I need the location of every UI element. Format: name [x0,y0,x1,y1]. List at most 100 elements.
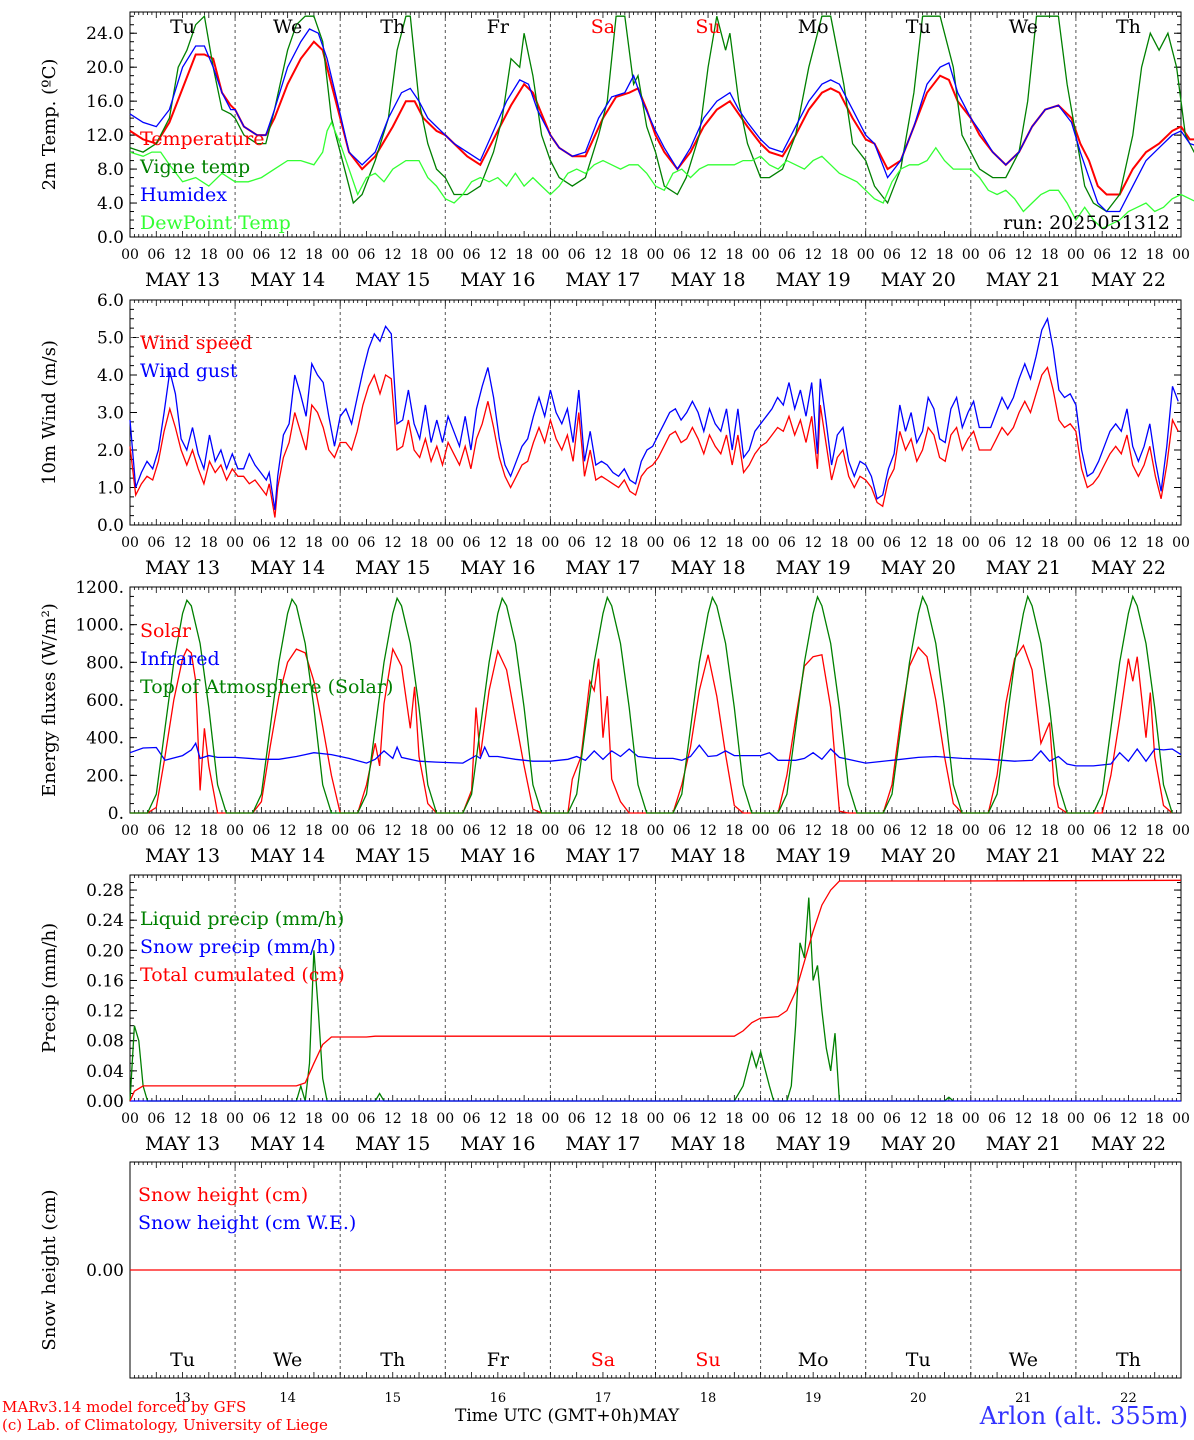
model-credit-line2: (c) Lab. of Climatology, University of L… [2,1416,328,1434]
day-label: MAY 19 [776,1133,851,1155]
hour-label: 18 [1146,823,1164,839]
panel-2: 0.0 1.0 2.0 3.0 4.0 5.0 6.0 10m Wind (m/s) Wind … [39,291,1190,579]
weekday-label: We [273,1349,302,1371]
weekday-label: Th [1116,1349,1141,1371]
hour-label: 12 [489,823,507,839]
hour-label: 12 [174,535,192,551]
day-label: MAY 14 [250,557,325,579]
model-credit: MARv3.14 model forced by GFS (c) Lab. of … [2,1398,328,1434]
y-tick-label: 400. [86,729,124,749]
legend-entry: DewPoint Temp [140,212,291,234]
day-number-label: 16 [490,1391,507,1406]
hour-label: 00 [121,247,139,263]
hour-label: 12 [489,247,507,263]
series-line-humidex [129,28,1194,213]
hour-label: 18 [305,247,323,263]
day-label: MAY 18 [670,269,745,291]
day-label: MAY 22 [1091,557,1166,579]
day-label: MAY 16 [460,845,535,867]
y-axis-label: Precip (mm/h) [39,923,60,1053]
day-label: MAY 20 [881,557,956,579]
y-tick-label: 8.0 [97,160,124,180]
weekday-label: Sa [591,16,615,38]
hour-label: 18 [200,823,218,839]
day-label: MAY 18 [670,1133,745,1155]
day-label: MAY 13 [145,269,220,291]
y-tick-label: 0. [108,804,124,824]
hour-label: 00 [962,247,980,263]
hour-label: 00 [541,535,559,551]
hour-label: 06 [673,247,691,263]
hour-label: 00 [962,1111,980,1127]
hour-label: 18 [305,1111,323,1127]
series-line-total-cumulated-cm- [129,879,1182,1102]
hour-label: 12 [279,535,297,551]
hour-label: 00 [1067,823,1085,839]
series-line-infrared [129,741,1182,767]
day-label: MAY 18 [670,845,745,867]
hour-label: 06 [778,247,796,263]
hour-label: 06 [568,1111,586,1127]
hour-label: 00 [121,535,139,551]
hour-label: 18 [305,535,323,551]
hour-label: 00 [226,247,244,263]
day-label: MAY 14 [250,845,325,867]
series-line-liquid-precip-mm-h- [129,897,954,1102]
hour-label: 00 [962,823,980,839]
hour-label: 18 [200,1111,218,1127]
hour-label: 00 [647,823,665,839]
y-axis-label: 2m Temp. (ºC) [39,59,60,191]
y-tick-label: 600. [86,691,124,711]
series-line-solar [130,643,1173,814]
hour-label: 12 [174,1111,192,1127]
hour-label: 00 [226,1111,244,1127]
day-label: MAY 19 [776,269,851,291]
hour-label: 12 [804,535,822,551]
series-line-vigne-temp [129,14,1194,213]
hour-label: 12 [909,247,927,263]
panel-1: 0.0 4.0 8.0 12.0 16.0 20.0 24.0 2m Temp. (ºC) Te… [39,11,1194,291]
hour-label: 18 [1041,535,1059,551]
weekday-label: Sa [591,1349,615,1371]
day-label: MAY 21 [986,557,1061,579]
day-number-label: 19 [805,1391,822,1406]
hour-label: 06 [988,1111,1006,1127]
time-axis-label: Time UTC (GMT+0h)MAY [455,1406,680,1426]
hour-label: 12 [804,1111,822,1127]
day-label: MAY 14 [250,269,325,291]
day-label: MAY 22 [1091,1133,1166,1155]
y-tick-label: 0.16 [86,971,124,991]
hour-label: 18 [515,247,533,263]
y-tick-label: 12.0 [86,126,124,146]
y-tick-label: 0.00 [86,1092,124,1112]
hour-label: 00 [331,535,349,551]
hour-label: 00 [752,1111,770,1127]
hour-label: 06 [988,535,1006,551]
hour-label: 12 [909,1111,927,1127]
weekday-label: Tu [170,16,195,38]
hour-label: 00 [436,823,454,839]
hour-label: 12 [279,1111,297,1127]
y-tick-label: 24.0 [86,24,124,44]
legend-entry: Temperature [140,128,264,150]
weekday-label: Tu [906,16,931,38]
hour-label: 12 [1014,247,1032,263]
hour-label: 06 [778,1111,796,1127]
day-label: MAY 20 [881,269,956,291]
hour-label: 00 [1172,823,1190,839]
day-label: MAY 16 [460,557,535,579]
legend-entry: Total cumulated (cm) [140,964,345,986]
series-line-wind-gust [129,316,1179,511]
legend-entry: Wind gust [140,360,238,382]
hour-label: 12 [1120,823,1138,839]
hour-label: 18 [515,535,533,551]
y-tick-label: 1.0 [97,479,124,499]
day-label: MAY 17 [565,1133,640,1155]
y-tick-label: 0.04 [86,1062,124,1082]
y-tick-label: 20.0 [86,58,124,78]
hour-label: 06 [1093,247,1111,263]
y-tick-label: 0.0 [97,228,124,248]
hour-label: 06 [358,823,376,839]
y-axis-label: Energy fluxes (W/m²) [39,603,60,797]
weekday-label: Th [380,16,405,38]
